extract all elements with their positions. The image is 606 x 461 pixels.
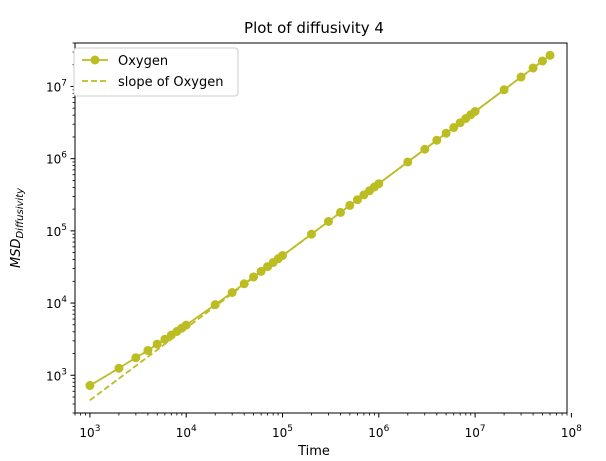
x-tick-label: 107: [465, 424, 486, 440]
oxygen-point: [143, 346, 153, 356]
x-axis-ticks: 103 104 105 106 107 108: [74, 413, 582, 440]
legend-slope-label: slope of Oxygen: [118, 75, 224, 90]
oxygen-point: [210, 300, 220, 310]
legend-box: [73, 47, 239, 97]
plot-area: [74, 42, 568, 414]
y-axis-label-subscript: Diffusivity: [15, 187, 26, 239]
legend: Oxygen slope of Oxygen: [73, 47, 239, 97]
x-tick-label: 106: [368, 424, 389, 440]
y-axis-label: MSDDiffusivity: [9, 187, 26, 268]
x-tick-label: 103: [79, 424, 100, 440]
legend-oxygen-label: Oxygen: [118, 54, 168, 69]
legend-oxygen-marker: [90, 55, 100, 65]
x-tick-label: 105: [272, 424, 293, 440]
y-tick-label: 104: [46, 295, 67, 311]
axes-frame: [74, 42, 568, 414]
chart-title: Plot of diffusivity 4: [244, 19, 384, 37]
y-tick-label: 105: [46, 223, 67, 239]
oxygen-point: [152, 339, 162, 349]
oxygen-point: [160, 334, 170, 344]
y-axis-label-main: MSD: [9, 239, 24, 268]
slope-line: [89, 54, 551, 402]
y-tick-label: 103: [46, 367, 67, 383]
x-tick-label: 104: [176, 424, 197, 440]
y-tick-label: 107: [46, 78, 67, 94]
oxygen-point: [85, 381, 95, 391]
oxygen-point: [114, 363, 124, 373]
x-axis-label: Time: [297, 444, 330, 459]
x-tick-label: 108: [561, 424, 582, 440]
y-tick-label: 106: [46, 151, 67, 167]
oxygen-point: [131, 353, 141, 363]
